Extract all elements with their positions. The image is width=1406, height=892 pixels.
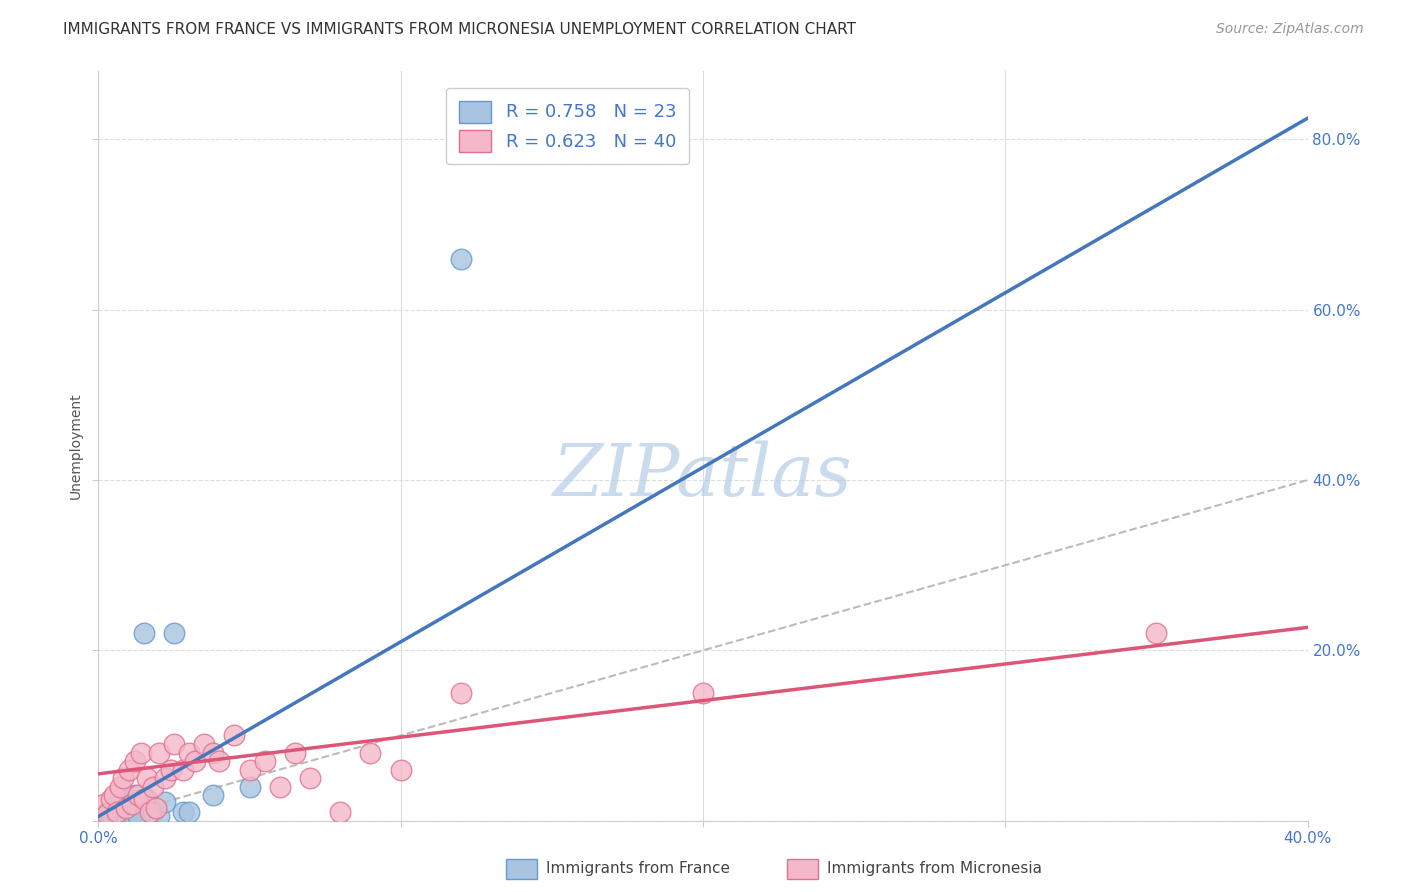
Text: IMMIGRANTS FROM FRANCE VS IMMIGRANTS FROM MICRONESIA UNEMPLOYMENT CORRELATION CH: IMMIGRANTS FROM FRANCE VS IMMIGRANTS FRO… <box>63 22 856 37</box>
Point <box>284 746 307 760</box>
Point <box>208 754 231 768</box>
Point <box>121 806 143 821</box>
Point <box>179 746 201 760</box>
Point <box>148 809 170 823</box>
Point <box>299 771 322 785</box>
Point <box>139 805 162 819</box>
Point <box>127 809 149 823</box>
Point <box>111 771 134 785</box>
Point <box>1144 626 1167 640</box>
Point <box>160 763 183 777</box>
Point <box>121 797 143 811</box>
Text: ZIPatlas: ZIPatlas <box>553 441 853 511</box>
Point <box>132 792 155 806</box>
Point <box>108 780 131 794</box>
Point <box>93 809 115 823</box>
Point <box>103 788 125 802</box>
Point <box>153 795 176 809</box>
Point <box>124 788 146 802</box>
Text: Immigrants from Micronesia: Immigrants from Micronesia <box>827 862 1042 876</box>
Point <box>239 763 262 777</box>
Point <box>239 780 262 794</box>
Point <box>105 809 128 823</box>
Y-axis label: Unemployment: Unemployment <box>69 392 83 500</box>
Point <box>202 788 225 802</box>
Point <box>360 746 382 760</box>
Point <box>108 797 131 811</box>
Point <box>224 729 246 743</box>
Point <box>114 809 136 823</box>
Point <box>135 771 157 785</box>
Point <box>127 788 149 802</box>
Point <box>172 805 194 819</box>
Point <box>100 792 122 806</box>
Point <box>96 805 118 819</box>
Point <box>450 252 472 266</box>
Point <box>103 801 125 815</box>
Point <box>105 805 128 819</box>
Point <box>163 737 186 751</box>
Point <box>269 780 291 794</box>
Point <box>184 754 207 768</box>
Point <box>163 626 186 640</box>
Point <box>692 686 714 700</box>
Point <box>329 805 352 819</box>
Point <box>114 801 136 815</box>
Point <box>118 763 141 777</box>
Point <box>148 746 170 760</box>
Point <box>135 792 157 806</box>
Point <box>132 626 155 640</box>
Point <box>142 805 165 819</box>
Point <box>450 686 472 700</box>
Point <box>111 805 134 819</box>
Point <box>193 737 215 751</box>
Point <box>389 763 412 777</box>
Point <box>93 797 115 811</box>
Point <box>179 805 201 819</box>
Legend: R = 0.758   N = 23, R = 0.623   N = 40: R = 0.758 N = 23, R = 0.623 N = 40 <box>446 88 689 164</box>
Point <box>96 806 118 821</box>
Point <box>172 763 194 777</box>
Point <box>118 792 141 806</box>
Point <box>124 754 146 768</box>
Point <box>153 771 176 785</box>
Text: Immigrants from France: Immigrants from France <box>546 862 730 876</box>
Point <box>100 806 122 821</box>
Point <box>142 780 165 794</box>
Point <box>145 801 167 815</box>
Point <box>202 746 225 760</box>
Point <box>129 746 152 760</box>
Text: Source: ZipAtlas.com: Source: ZipAtlas.com <box>1216 22 1364 37</box>
Point <box>253 754 276 768</box>
